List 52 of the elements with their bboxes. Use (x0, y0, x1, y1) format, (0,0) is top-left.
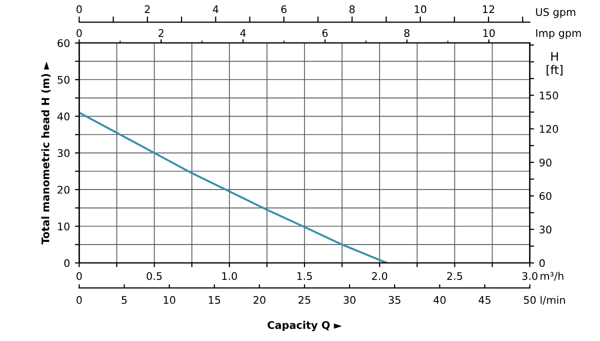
x2-tick-label: 4 (212, 5, 218, 14)
text: 10 (164, 296, 176, 304)
text: 45 (478, 296, 490, 304)
text: 25 (298, 296, 310, 304)
text: 5 (122, 296, 127, 304)
text: 30 (344, 296, 356, 304)
text: 0 (76, 29, 82, 37)
x-tick-label: 1.5 (297, 272, 312, 280)
text: 35 (388, 296, 400, 304)
y2-tick-label: 60 (540, 192, 552, 200)
x-tick-label: 1.0 (222, 272, 237, 280)
text: 6 (322, 29, 328, 37)
y2-tick-label: 90 (539, 158, 552, 166)
text: 8 (404, 29, 410, 37)
x2-axis-title: US gpm (536, 8, 576, 18)
y-tick-label: 0 (64, 259, 70, 268)
y-tick-label: 60 (58, 39, 70, 48)
y-axis-title: Total manometric head H (m) ► (41, 62, 51, 244)
y-tick-label: 30 (58, 149, 70, 158)
x-tick-label: 3.0 (522, 272, 538, 280)
text: m³/h (540, 272, 564, 281)
text: 40 (434, 296, 446, 304)
x-axis-title: Capacity Q ► (268, 320, 342, 332)
x2-tick-label: 0 (76, 5, 82, 14)
y2-tick-label: 30 (540, 226, 552, 234)
text: l/min (540, 296, 565, 305)
x2-tick-label: 12 (483, 5, 494, 14)
x-tick-label: 2.5 (447, 272, 462, 280)
x2-tick-label: 10 (414, 5, 426, 14)
text: 20 (254, 296, 266, 304)
text: 10 (483, 29, 495, 37)
y-tick-label: 50 (58, 76, 70, 84)
text: Imp gpm (536, 29, 581, 40)
x-tick-label: 0.5 (146, 272, 162, 280)
x-tick-label: 0 (76, 272, 82, 280)
y2-tick-label: 0 (540, 259, 545, 268)
text: 2 (158, 29, 164, 37)
text: 0 (76, 296, 82, 304)
text: 50 (524, 296, 536, 304)
y-tick-label: 10 (58, 222, 70, 230)
y2-tick-label: 150 (540, 92, 558, 100)
text: 4 (240, 29, 246, 37)
x2-tick-label: 2 (144, 5, 150, 14)
y2-tick-label: 120 (540, 125, 558, 133)
x-tick-label: 2.0 (372, 272, 388, 280)
y-tick-label: 20 (58, 186, 70, 194)
x2-tick-label: 8 (349, 5, 355, 14)
x2-tick-label: 6 (281, 5, 287, 14)
text: 15 (208, 296, 220, 304)
y-tick-label: 40 (57, 112, 70, 120)
line-series (79, 112, 388, 263)
y2-axis-title: H [ft] (546, 52, 562, 76)
